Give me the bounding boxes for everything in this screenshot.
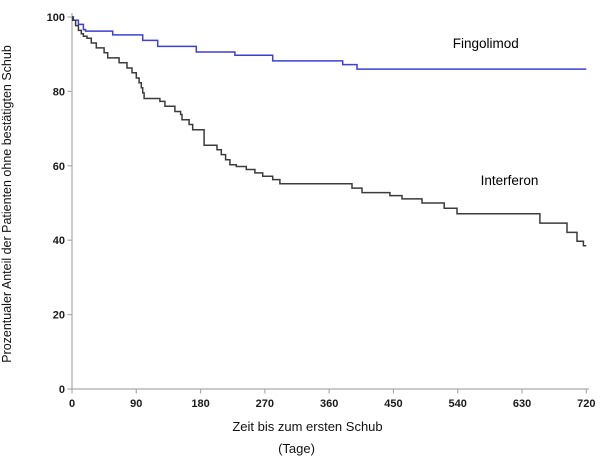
x-axis-subtitle: (Tage): [278, 441, 315, 456]
x-tick-label: 0: [69, 398, 75, 410]
x-tick-label: 90: [130, 398, 142, 410]
y-tick-label: 0: [59, 384, 65, 396]
series-label-fingolimod: Fingolimod: [453, 36, 519, 51]
y-tick-label: 40: [53, 235, 65, 247]
x-tick-label: 270: [256, 398, 274, 410]
x-tick-label: 540: [449, 398, 467, 410]
y-tick-label: 80: [53, 86, 65, 98]
interferon-curve: [71, 16, 587, 247]
x-tick-label: 450: [384, 398, 402, 410]
x-tick-label: 630: [513, 398, 531, 410]
x-tick-label: 360: [320, 398, 338, 410]
y-tick-label: 100: [47, 12, 65, 24]
y-tick-label: 20: [53, 310, 65, 322]
y-axis-title: Prozentualer Anteil der Patienten ohne b…: [0, 45, 14, 363]
series-label-interferon: Interferon: [481, 173, 539, 188]
fingolimod-curve: [72, 16, 587, 70]
x-tick-label: 720: [577, 398, 595, 410]
x-axis-title: Zeit bis zum ersten Schub: [232, 419, 383, 434]
x-tick-label: 180: [191, 398, 209, 410]
y-tick-label: 60: [53, 161, 65, 173]
